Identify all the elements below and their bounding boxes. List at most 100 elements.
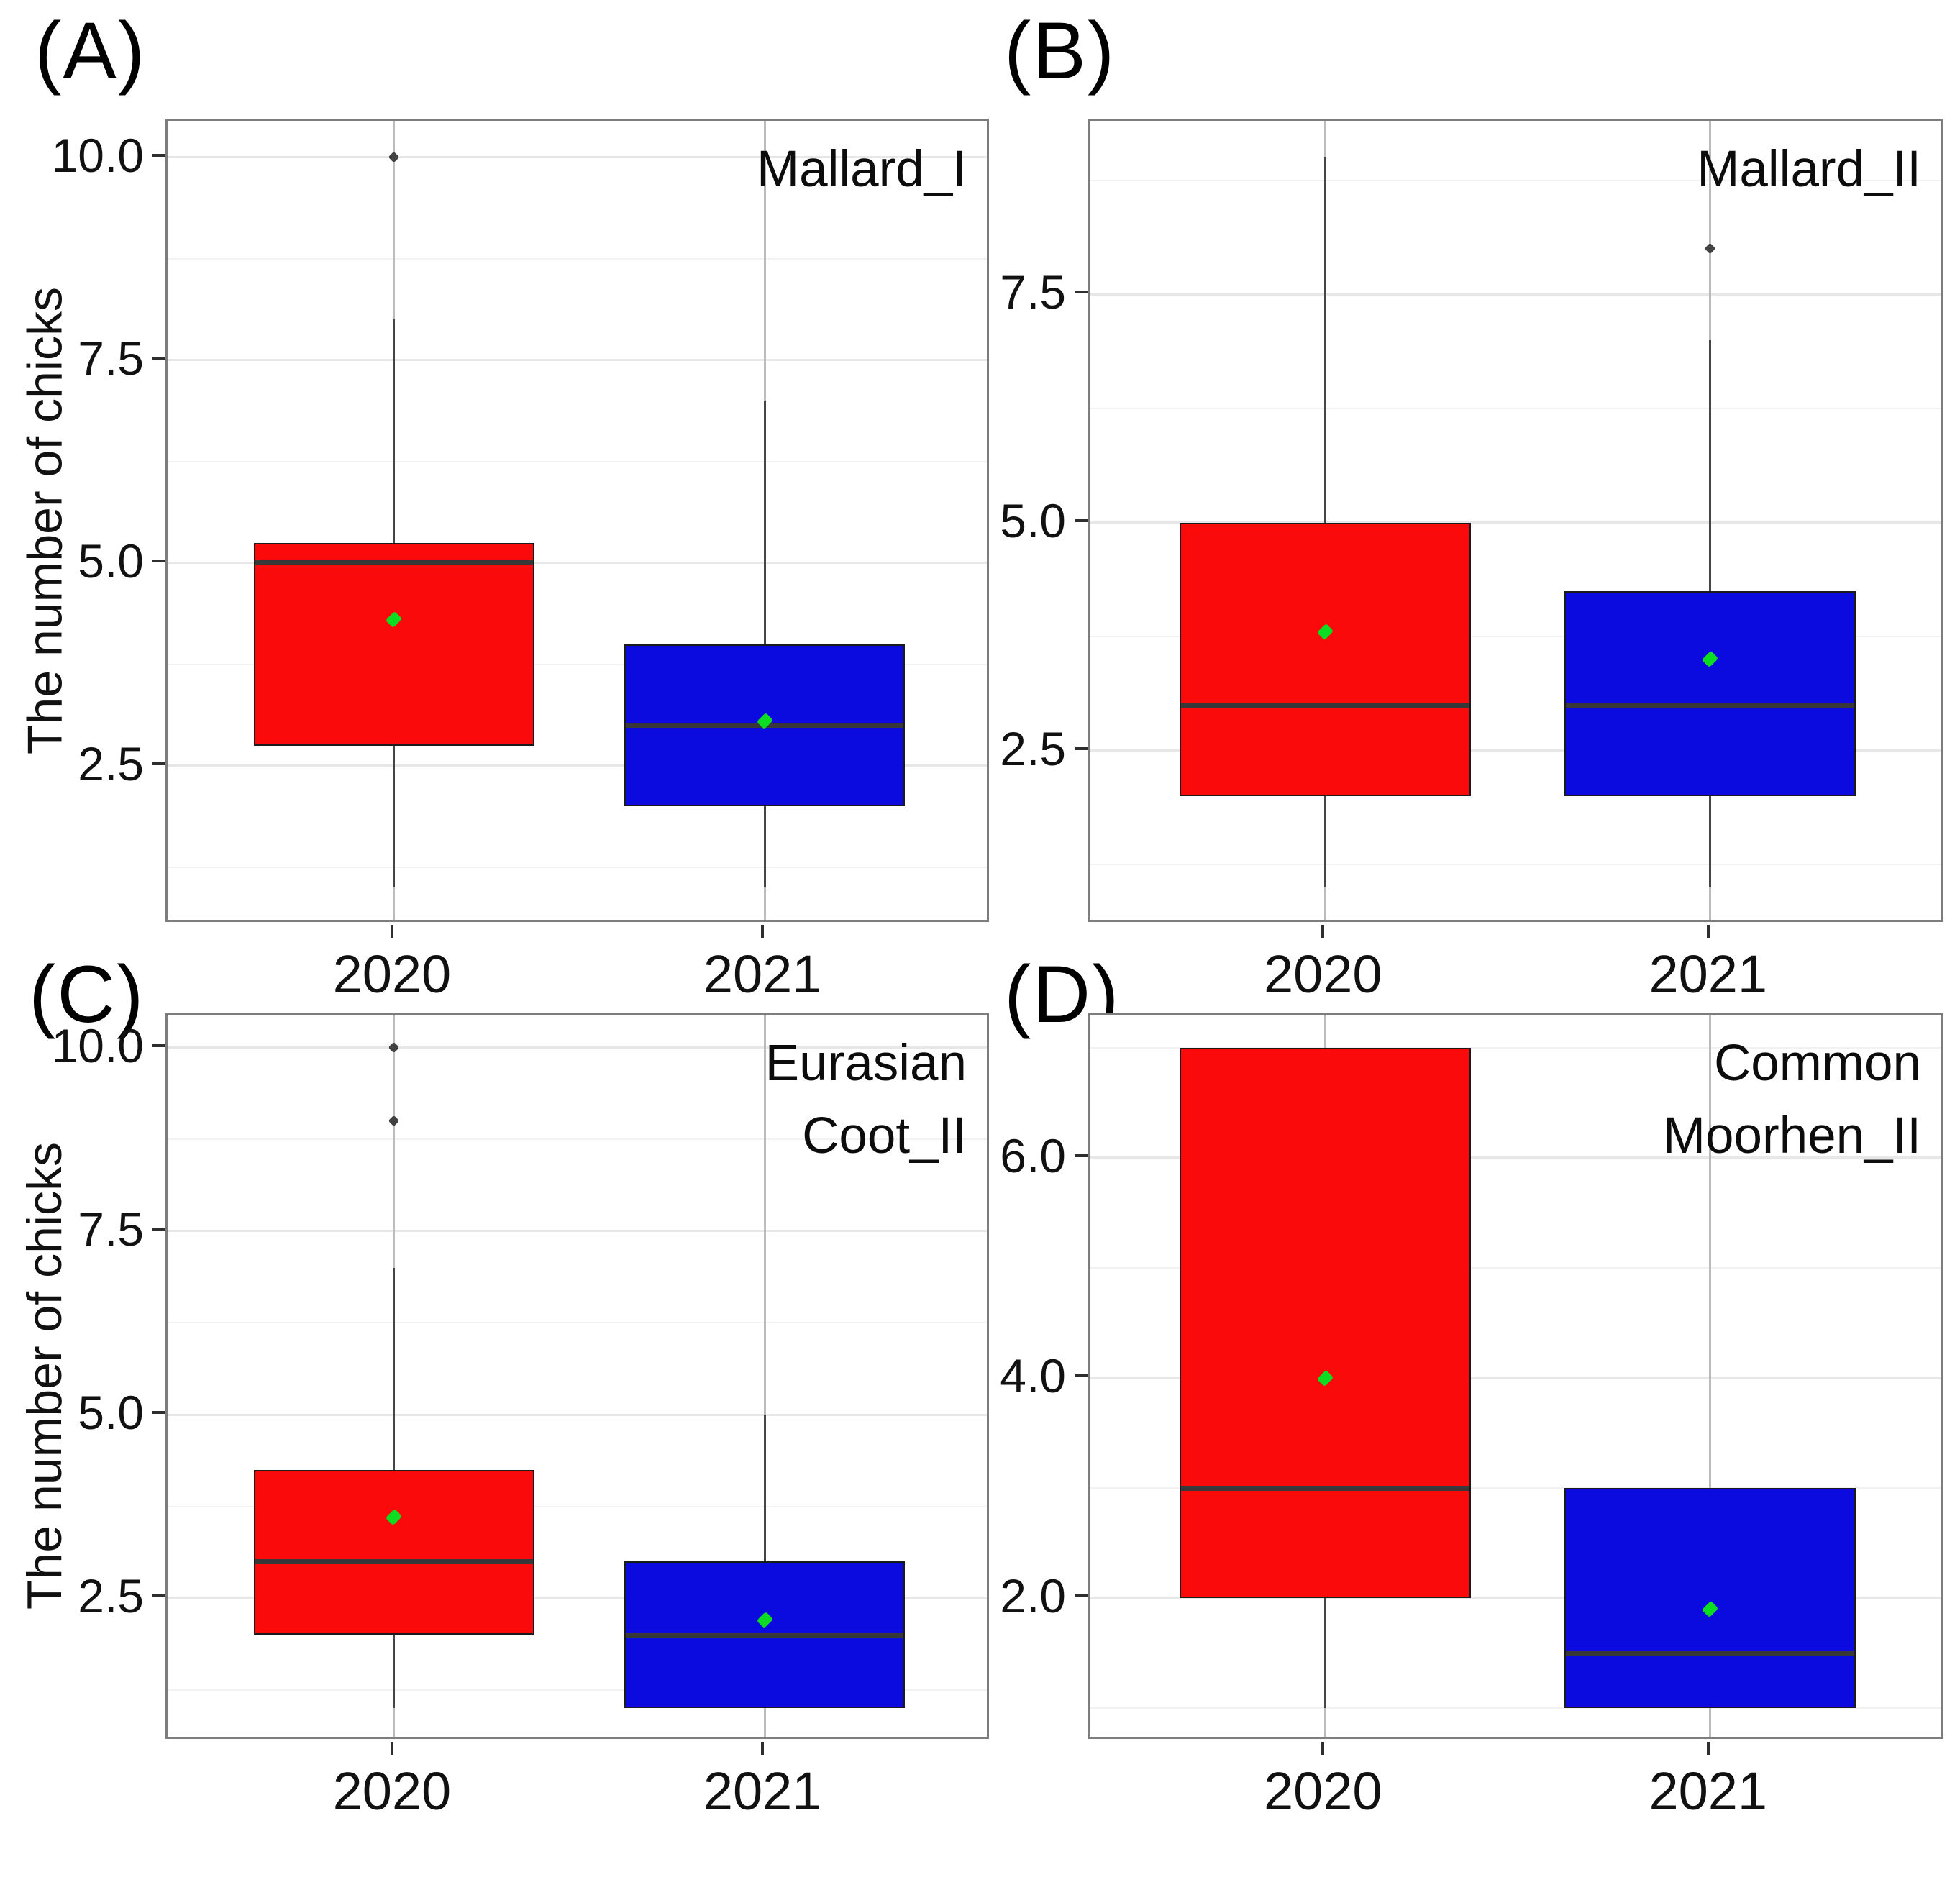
x-tick-mark: [390, 1742, 393, 1755]
gridline-major: [1090, 293, 1941, 296]
y-tick-label: 6.0: [1000, 1128, 1066, 1182]
box-2020: [254, 542, 534, 746]
y-tick-mark: [1075, 1154, 1088, 1157]
y-axis-label: The number of chicks: [17, 1141, 72, 1610]
outlier-point: [388, 151, 400, 163]
median-2020: [1180, 1485, 1469, 1491]
y-tick-label: 7.5: [78, 1202, 144, 1256]
gridline-major: [168, 1230, 987, 1233]
y-tick-mark: [1075, 519, 1088, 522]
x-tick-mark: [761, 925, 765, 938]
x-tick-label-2021: 2021: [1649, 944, 1768, 1004]
gridline-minor: [168, 460, 987, 462]
plot-area: Mallard_I: [165, 119, 989, 922]
gridline-major: [1090, 1156, 1941, 1159]
x-tick-label-2021: 2021: [703, 944, 822, 1004]
gridline-major: [168, 1597, 987, 1599]
gridline-minor: [168, 1505, 987, 1507]
gridline-minor: [1090, 1707, 1941, 1709]
panel-letter: (A): [35, 6, 147, 96]
box-2020: [1179, 1047, 1471, 1599]
gridline-major: [168, 764, 987, 767]
x-tick-mark: [390, 925, 393, 938]
box-2020: [254, 1469, 534, 1635]
y-tick-mark: [152, 1411, 165, 1414]
y-tick-mark: [152, 153, 165, 157]
x-tick-label-2021: 2021: [703, 1761, 822, 1821]
panel-title: Common Moorhen_II: [1663, 1028, 1921, 1173]
y-tick-label: 2.0: [1000, 1569, 1066, 1623]
gridline-major: [168, 1046, 987, 1049]
y-tick-label: 2.5: [78, 1569, 144, 1623]
y-tick-label: 2.5: [1000, 721, 1066, 775]
panel-A: (A) The number of chicks Mallard_I 2.5 5.0 7.…: [0, 0, 989, 1004]
gridline-minor: [1090, 864, 1941, 866]
whisker-2020: [1323, 157, 1326, 888]
gridline-minor: [168, 1689, 987, 1691]
median-2021: [1566, 1651, 1855, 1656]
median-2020: [255, 560, 533, 566]
gridline-major: [1090, 749, 1941, 752]
gridline-minor: [1090, 636, 1941, 638]
gridline-minor: [1090, 1046, 1941, 1049]
gridline-minor: [1090, 407, 1941, 409]
x-tick-mark: [1706, 1742, 1710, 1755]
panel-title-line: Mallard_I: [756, 141, 967, 198]
median-2021: [626, 1632, 903, 1638]
panel-D: (D) Common Moorhen_II 2.0 4.0 6.0 2020 2021: [980, 945, 1960, 1890]
x-tick-label-2021: 2021: [1649, 1761, 1768, 1821]
box-2021: [1564, 1488, 1856, 1709]
plot-area: Common Moorhen_II: [1088, 1013, 1943, 1739]
x-tick-mark: [1321, 925, 1325, 938]
whisker-2021: [763, 1415, 766, 1709]
y-tick-label: 10.0: [51, 1018, 144, 1072]
x-tick-label-2020: 2020: [1263, 1761, 1382, 1821]
gridline-minor: [1090, 1487, 1941, 1489]
panel-title: Eurasian Coot_II: [765, 1028, 967, 1173]
panel-title-line: Moorhen_II: [1662, 1107, 1921, 1164]
gridline-major: [168, 156, 987, 159]
y-tick-mark: [1075, 1594, 1088, 1598]
panel-title: Mallard_I: [757, 134, 967, 206]
y-tick-mark: [1075, 747, 1088, 750]
y-tick-mark: [152, 762, 165, 765]
panel-title-line: Eurasian: [765, 1035, 967, 1092]
gridline-major: [1090, 1597, 1941, 1599]
panel-title-line: Mallard_II: [1697, 141, 1921, 198]
box-2020: [1179, 522, 1471, 797]
y-tick-label: 4.0: [1000, 1349, 1066, 1402]
panel-title: Mallard_II: [1697, 134, 1921, 206]
panel-letter: (C): [29, 949, 145, 1039]
median-2021: [1566, 702, 1855, 708]
gridline-minor: [1090, 179, 1941, 181]
y-tick-mark: [152, 1594, 165, 1598]
y-tick-mark: [152, 356, 165, 360]
y-axis-label: The number of chicks: [17, 286, 72, 754]
outlier-point: [1704, 242, 1716, 255]
y-tick-mark: [1075, 291, 1088, 294]
gridline-major: [1090, 521, 1941, 524]
panel-title-line: Coot_II: [802, 1107, 967, 1164]
gridline-major: [168, 359, 987, 362]
gridline-minor: [168, 1322, 987, 1324]
gridline-minor: [168, 1138, 987, 1141]
box-2021: [1564, 590, 1856, 797]
y-tick-label: 7.5: [78, 331, 144, 385]
median-2020: [255, 1558, 533, 1564]
y-tick-label: 5.0: [1000, 493, 1066, 547]
gridline-minor: [168, 867, 987, 869]
y-tick-mark: [152, 559, 165, 562]
panel-letter: (B): [1004, 6, 1116, 96]
y-tick-label: 10.0: [51, 128, 144, 182]
y-tick-label: 5.0: [78, 1386, 144, 1439]
x-tick-mark: [761, 1742, 765, 1755]
outlier-point: [388, 1115, 400, 1127]
gridline-vertical: [763, 1015, 766, 1737]
gridline-major: [1090, 1377, 1941, 1379]
plot-area: Mallard_II: [1088, 119, 1943, 922]
gridline-major: [168, 1413, 987, 1416]
median-2020: [1180, 702, 1469, 708]
x-tick-label-2020: 2020: [1263, 944, 1382, 1004]
gridline-vertical: [1709, 1015, 1712, 1737]
x-tick-mark: [1706, 925, 1710, 938]
